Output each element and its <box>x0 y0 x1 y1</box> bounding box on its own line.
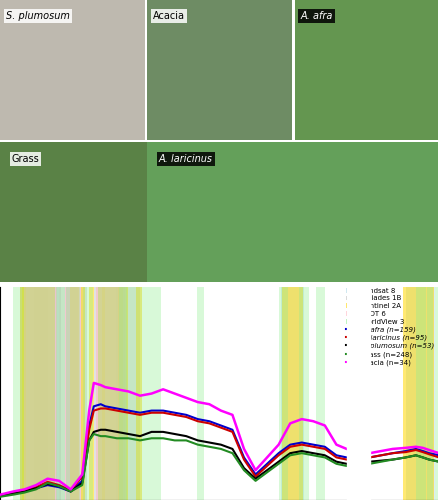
Bar <box>41 287 59 500</box>
Bar <box>405 287 434 500</box>
Text: A. laricinus: A. laricinus <box>159 154 212 164</box>
Bar <box>282 287 302 500</box>
Text: Acacia: Acacia <box>153 11 185 21</box>
Bar <box>346 287 369 500</box>
Bar <box>89 287 93 500</box>
Text: A. afra: A. afra <box>300 11 332 21</box>
Bar <box>119 287 160 500</box>
Bar <box>66 287 78 500</box>
Bar <box>98 287 127 500</box>
Bar <box>59 287 87 500</box>
Bar <box>20 287 41 500</box>
Bar <box>196 287 203 500</box>
Bar <box>81 287 85 500</box>
Bar <box>118 287 122 500</box>
Bar <box>13 287 25 500</box>
Bar <box>299 287 308 500</box>
Bar <box>83 287 92 500</box>
Bar <box>20 287 26 500</box>
Bar <box>278 287 287 500</box>
Text: S. plumosum: S. plumosum <box>6 11 70 21</box>
Bar <box>56 287 65 500</box>
Bar <box>34 287 61 500</box>
Bar <box>280 287 304 500</box>
Bar <box>403 287 433 500</box>
Bar <box>102 287 128 500</box>
Bar <box>415 287 420 500</box>
Bar <box>420 287 425 500</box>
Bar <box>38 287 54 500</box>
Bar <box>45 287 55 500</box>
Bar <box>94 287 140 500</box>
Legend: Landsat 8, Pleiades 1B, Sentinel 2A, SPOT 6, WorldView 3, A. afra (n=159), A. la: Landsat 8, Pleiades 1B, Sentinel 2A, SPO… <box>343 286 434 367</box>
Bar <box>25 287 43 500</box>
Bar <box>315 287 324 500</box>
Text: Grass: Grass <box>12 154 39 164</box>
Bar <box>43 287 57 500</box>
Bar <box>116 287 125 500</box>
Bar <box>98 287 104 500</box>
Bar <box>434 287 438 500</box>
Bar <box>70 287 78 500</box>
Bar <box>426 287 432 500</box>
Bar <box>135 287 141 500</box>
Bar <box>20 287 47 500</box>
Bar <box>22 287 45 500</box>
Bar <box>96 287 126 500</box>
Bar <box>25 287 38 500</box>
Bar <box>65 287 81 500</box>
Bar <box>66 287 80 500</box>
